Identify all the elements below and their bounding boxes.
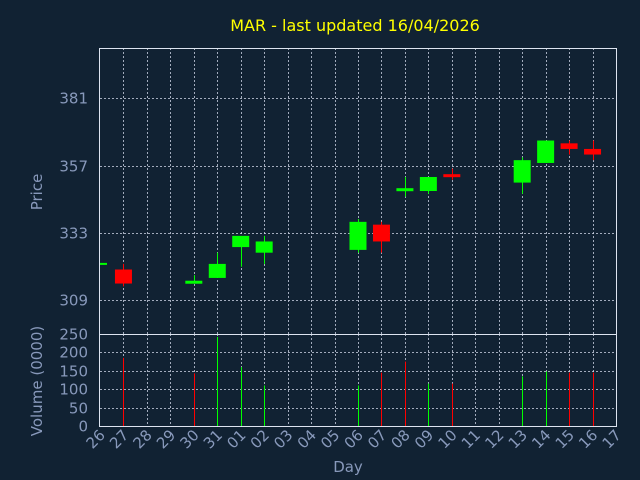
day-tick-label: 28 bbox=[130, 426, 156, 452]
day-tick-label: 17 bbox=[599, 426, 625, 452]
price-candles bbox=[100, 140, 602, 287]
day-tick-label: 02 bbox=[247, 426, 273, 452]
day-tick-label: 03 bbox=[270, 426, 296, 452]
day-axis-label: Day bbox=[333, 458, 363, 476]
price-axis-ticks: 309 333 357 381 bbox=[59, 90, 88, 310]
candle-body bbox=[185, 280, 203, 284]
candle bbox=[396, 176, 414, 197]
day-tick-label: 08 bbox=[388, 426, 414, 452]
volume-panel-frame bbox=[99, 334, 617, 427]
candle-body bbox=[560, 143, 578, 149]
day-tick-label: 16 bbox=[575, 426, 601, 452]
candle-body bbox=[396, 188, 414, 192]
candle-body bbox=[537, 140, 555, 163]
candle-body bbox=[232, 235, 250, 248]
price-panel-frame bbox=[99, 48, 617, 335]
day-tick-label: 07 bbox=[364, 426, 390, 452]
chart-title: MAR - last updated 16/04/2026 bbox=[230, 16, 480, 35]
day-axis-ticks: 2627282930310102030405060708091011121314… bbox=[83, 426, 625, 452]
day-tick-label: 15 bbox=[552, 426, 578, 452]
volume-tick-label: 50 bbox=[69, 400, 88, 418]
candle bbox=[560, 140, 578, 155]
volume-axis-label: Volume (0000) bbox=[28, 326, 46, 436]
volume-tick-label: 0 bbox=[78, 418, 88, 436]
candle bbox=[584, 140, 602, 161]
price-tick-label: 357 bbox=[59, 158, 88, 176]
day-tick-label: 27 bbox=[106, 426, 132, 452]
candle bbox=[513, 157, 531, 194]
day-tick-label: 09 bbox=[411, 426, 437, 452]
day-tick-label: 31 bbox=[200, 426, 226, 452]
day-tick-label: 06 bbox=[341, 426, 367, 452]
candle bbox=[208, 252, 226, 278]
day-tick-label: 29 bbox=[153, 426, 179, 452]
candle bbox=[185, 275, 203, 284]
price-axis-label: Price bbox=[28, 174, 46, 211]
candle-body bbox=[584, 148, 602, 155]
volume-tick-label: 100 bbox=[59, 381, 88, 399]
day-tick-label: 14 bbox=[528, 426, 554, 452]
candle-body bbox=[208, 263, 226, 278]
day-tick-label: 10 bbox=[434, 426, 460, 452]
volume-bars bbox=[123, 336, 594, 426]
day-tick-label: 12 bbox=[481, 426, 507, 452]
day-tick-label: 01 bbox=[223, 426, 249, 452]
candle bbox=[349, 219, 367, 253]
candle bbox=[100, 262, 107, 265]
price-grid bbox=[100, 48, 616, 334]
day-tick-label: 13 bbox=[505, 426, 531, 452]
candle-body bbox=[443, 174, 461, 178]
volume-tick-label: 250 bbox=[59, 326, 88, 344]
day-tick-label: 11 bbox=[458, 426, 484, 452]
candle bbox=[443, 168, 461, 180]
volume-tick-label: 150 bbox=[59, 363, 88, 381]
candle-body bbox=[419, 176, 437, 191]
volume-tick-label: 200 bbox=[59, 344, 88, 362]
price-tick-label: 309 bbox=[59, 292, 88, 310]
candle-body bbox=[349, 221, 367, 250]
price-tick-label: 381 bbox=[59, 90, 88, 108]
candle bbox=[232, 235, 250, 267]
day-tick-label: 04 bbox=[294, 426, 320, 452]
candle bbox=[255, 235, 273, 264]
candle bbox=[114, 263, 132, 287]
candle-body bbox=[255, 241, 273, 253]
day-tick-label: 05 bbox=[317, 426, 343, 452]
candle-body bbox=[372, 224, 390, 242]
price-tick-label: 333 bbox=[59, 225, 88, 243]
candle-body bbox=[100, 262, 107, 265]
candle bbox=[537, 140, 555, 163]
candle-body bbox=[114, 269, 132, 284]
candle bbox=[419, 176, 437, 194]
candle-body bbox=[513, 160, 531, 183]
candle bbox=[372, 221, 390, 253]
day-tick-label: 30 bbox=[176, 426, 202, 452]
